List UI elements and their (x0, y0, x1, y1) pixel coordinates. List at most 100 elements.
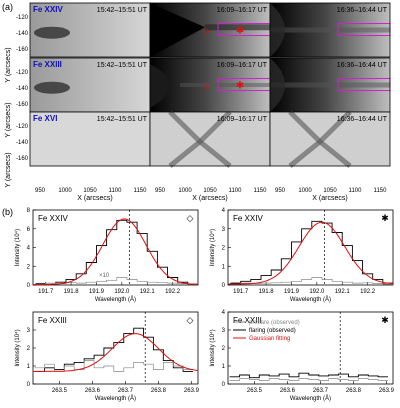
x-axis-label-col1: X (arcsecs) (77, 195, 112, 202)
y-tick-label: 0 (27, 283, 31, 289)
spectrum-plot-4: 263.5 263.6 263.7 263.8 263.9 0 1 2 3 4 Fe XXIII ✱ W… (209, 310, 395, 402)
times10-label: ×10 (99, 273, 110, 279)
time-label: 15:42–15:51 UT (97, 7, 148, 14)
x-tick-label: 263.7 (118, 388, 134, 394)
y-tick-label: 1 (27, 364, 31, 370)
y-tick-label: -120 (16, 124, 29, 130)
legend-label: preflare (observed) (249, 320, 300, 326)
dark-region (150, 64, 170, 108)
gaussian-fit-line (228, 221, 394, 285)
y-axis-label-row2: Y (arcsecs) (5, 102, 12, 137)
panel-b-label: (b) (2, 207, 13, 217)
spectrum-plot-2: 191.7 191.8 191.9 192.0 192.1 192.2 0 1 2 3 4 Fe XX… (209, 208, 394, 303)
y-ticks-a: -120 -140 -160 -120 -140 -160 -120 -140 -160 (16, 15, 29, 162)
time-label: 16:09–16:17 UT (217, 116, 268, 123)
spectrum-plot-3: 263.5 263.6 263.7 263.8 263.9 0 1 2 3 Fe XXIII ◇ Wa… (14, 311, 200, 402)
image-background (150, 112, 270, 166)
x-tick-label: 192.0 (114, 289, 130, 295)
y-tick-label: -140 (16, 86, 29, 92)
y-tick-label: -140 (16, 31, 29, 37)
y-tick-label: 1 (222, 364, 226, 370)
x-tick-label: 192.2 (165, 289, 181, 295)
row-label: Fe XXIV (33, 5, 63, 14)
x-shape-feature (316, 110, 352, 168)
x-tick-label: 1050 (83, 188, 97, 194)
y-tick-label: -120 (16, 15, 29, 21)
spectra-plots: 191.7 191.8 191.9 192.0 192.1 192.2 0 2 4 6 8 Fe XX… (14, 208, 395, 402)
x-axis-label: Wavelength (Å) (95, 296, 136, 303)
time-label: 16:36–16:44 UT (337, 62, 388, 69)
legend-label: flaring (observed) (249, 328, 296, 334)
y-tick-label: 0 (222, 382, 226, 388)
plot-title: Fe XXIII (233, 316, 262, 325)
time-label: 16:36–16:44 UT (337, 7, 388, 14)
time-label: 16:09–16:17 UT (217, 7, 268, 14)
y-axis-label: Intensity (10⁴) (209, 329, 216, 366)
y-tick-label: -140 (16, 140, 29, 146)
x-tick-label: 1100 (109, 188, 123, 194)
preflare-series-line (34, 360, 193, 372)
time-label: 16:36–16:44 UT (337, 116, 388, 123)
x-tick-label: 263.8 (151, 388, 167, 394)
time-label: 15:42–15:51 UT (97, 116, 148, 123)
x-axis-label-col3: X (arcsecs) (312, 195, 347, 202)
y-tick-label: -120 (16, 70, 29, 76)
x-tick-label: 263.5 (52, 388, 68, 394)
y-tick-label: 0 (27, 382, 31, 388)
plot-marker: ◇ (187, 315, 194, 325)
x-tick-label: 263.7 (313, 388, 329, 394)
dark-region (150, 3, 205, 57)
image-frame (269, 2, 391, 58)
plot-title: Fe XXIV (233, 214, 263, 223)
star-marker: ✱ (236, 26, 244, 37)
y-tick-label: 2 (222, 246, 226, 252)
x-tick-label: 263.6 (280, 388, 296, 394)
image-r2-c2: ✱ ◇ 16:09–16:17 UT (149, 57, 271, 113)
loop-feature (34, 81, 70, 94)
y-tick-label: -160 (16, 102, 29, 108)
dark-region (270, 3, 285, 57)
x-tick-label: 263.9 (379, 388, 395, 394)
x-tick-label: 1050 (203, 188, 217, 194)
y-axis-label-row3: Y (arcsecs) (5, 152, 12, 187)
x-tick-label: 950 (155, 188, 166, 194)
y-tick-label: 4 (222, 310, 226, 316)
x-tick-label: 1000 (178, 188, 192, 194)
x-tick-label: 191.8 (64, 289, 80, 295)
y-axis-label: Intensity (10⁴) (14, 329, 21, 366)
image-r3-c3: 16:36–16:44 UT (269, 110, 391, 168)
panel-a-label: (a) (2, 2, 13, 12)
plot-title: Fe XXIV (38, 214, 68, 223)
x-tick-label: 192.0 (309, 289, 325, 295)
y-tick-label: 2 (222, 346, 226, 352)
plot-marker: ✱ (381, 315, 389, 325)
image-grid: Fe XXIV 15:42–15:51 UT ✱ ◇ 16:09–16:17 UT 16:… (29, 2, 391, 168)
x-tick-label: 263.8 (346, 388, 362, 394)
y-tick-label: -160 (16, 156, 29, 162)
preflare-series-line (230, 277, 393, 285)
star-marker: ✱ (236, 81, 244, 92)
plot-marker: ✱ (381, 213, 389, 223)
diamond-marker: ◇ (203, 26, 210, 36)
legend-label: Gaussian fitting (249, 336, 290, 342)
spectrum-plot-1: 191.7 191.8 191.9 192.0 192.1 192.2 0 2 4 6 8 Fe XX… (14, 208, 199, 303)
x-tick-label: 263.5 (247, 388, 263, 394)
x-tick-label: 1100 (229, 188, 243, 194)
x-tick-label: 263.6 (85, 388, 101, 394)
preflare-series-line (229, 378, 388, 381)
time-label: 16:09–16:17 UT (217, 62, 268, 69)
y-tick-label: 2 (27, 264, 31, 270)
x-tick-label: 191.9 (89, 289, 105, 295)
x-tick-label: 192.1 (140, 289, 156, 295)
x-tick-label: 1100 (349, 188, 363, 194)
row-label: Fe XXIII (33, 60, 62, 69)
y-axis-label: Intensity (10⁴) (14, 229, 21, 266)
y-tick-label: 8 (27, 208, 31, 214)
x-axis-label: Wavelength (Å) (290, 296, 331, 303)
x-tick-label: 191.9 (284, 289, 300, 295)
image-r1-c2: ✱ ◇ 16:09–16:17 UT (149, 2, 271, 58)
plot-frame (227, 209, 394, 286)
x-tick-label: 192.1 (335, 289, 351, 295)
x-tick-label: 191.8 (259, 289, 275, 295)
